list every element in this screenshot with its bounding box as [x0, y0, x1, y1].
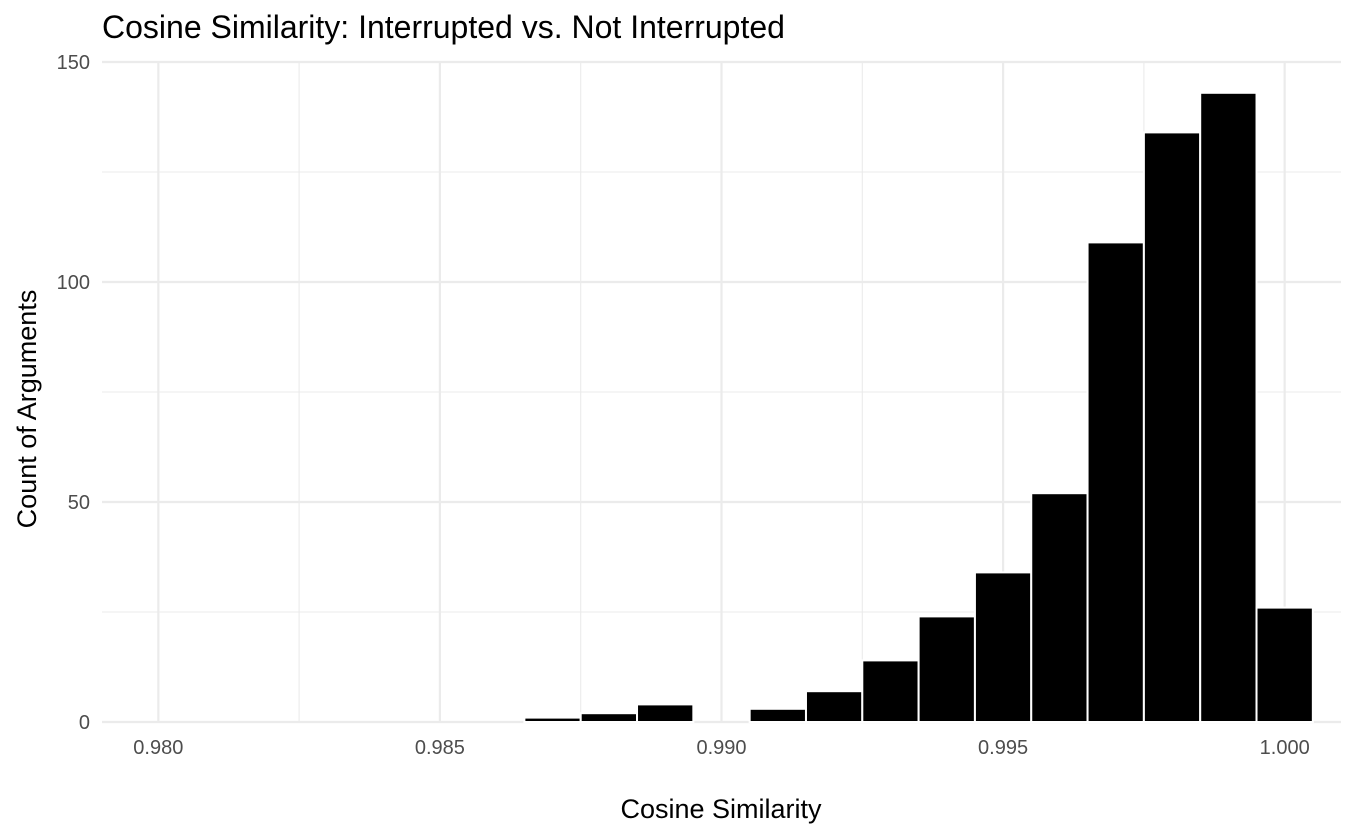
- histogram-bar: [917, 615, 976, 724]
- x-tick-label: 0.990: [696, 737, 746, 759]
- histogram-bar: [973, 571, 1033, 724]
- x-tick-label: 0.980: [133, 737, 183, 759]
- x-axis-ticks: 0.980 0.985 0.990 0.995 1.000: [133, 737, 1309, 759]
- histogram-bar: [1086, 241, 1145, 723]
- histogram-bar: [523, 716, 582, 723]
- histogram-bar: [579, 712, 639, 724]
- histogram-bar: [1142, 131, 1202, 723]
- histogram-bar: [636, 703, 695, 724]
- bars: [523, 91, 1314, 724]
- x-tick-label: 0.985: [415, 737, 465, 759]
- y-axis-ticks: 0 50 100 150: [57, 52, 90, 734]
- histogram-bar: [1199, 91, 1258, 724]
- chart-title: Cosine Similarity: Interrupted vs. Not I…: [102, 9, 785, 45]
- x-tick-label: 0.995: [978, 737, 1028, 759]
- histogram-bar: [804, 690, 864, 724]
- x-axis-title: Cosine Similarity: [620, 794, 822, 824]
- y-axis-title: Count of Arguments: [12, 290, 42, 529]
- y-tick-label: 0: [79, 712, 90, 734]
- histogram-bar: [861, 659, 920, 724]
- histogram-bar: [748, 707, 807, 723]
- y-tick-label: 150: [57, 52, 90, 74]
- y-tick-label: 100: [57, 272, 90, 294]
- histogram-bar: [1030, 492, 1089, 724]
- histogram-bar: [1255, 606, 1314, 723]
- y-tick-label: 50: [68, 492, 90, 514]
- x-tick-label: 1.000: [1260, 737, 1310, 759]
